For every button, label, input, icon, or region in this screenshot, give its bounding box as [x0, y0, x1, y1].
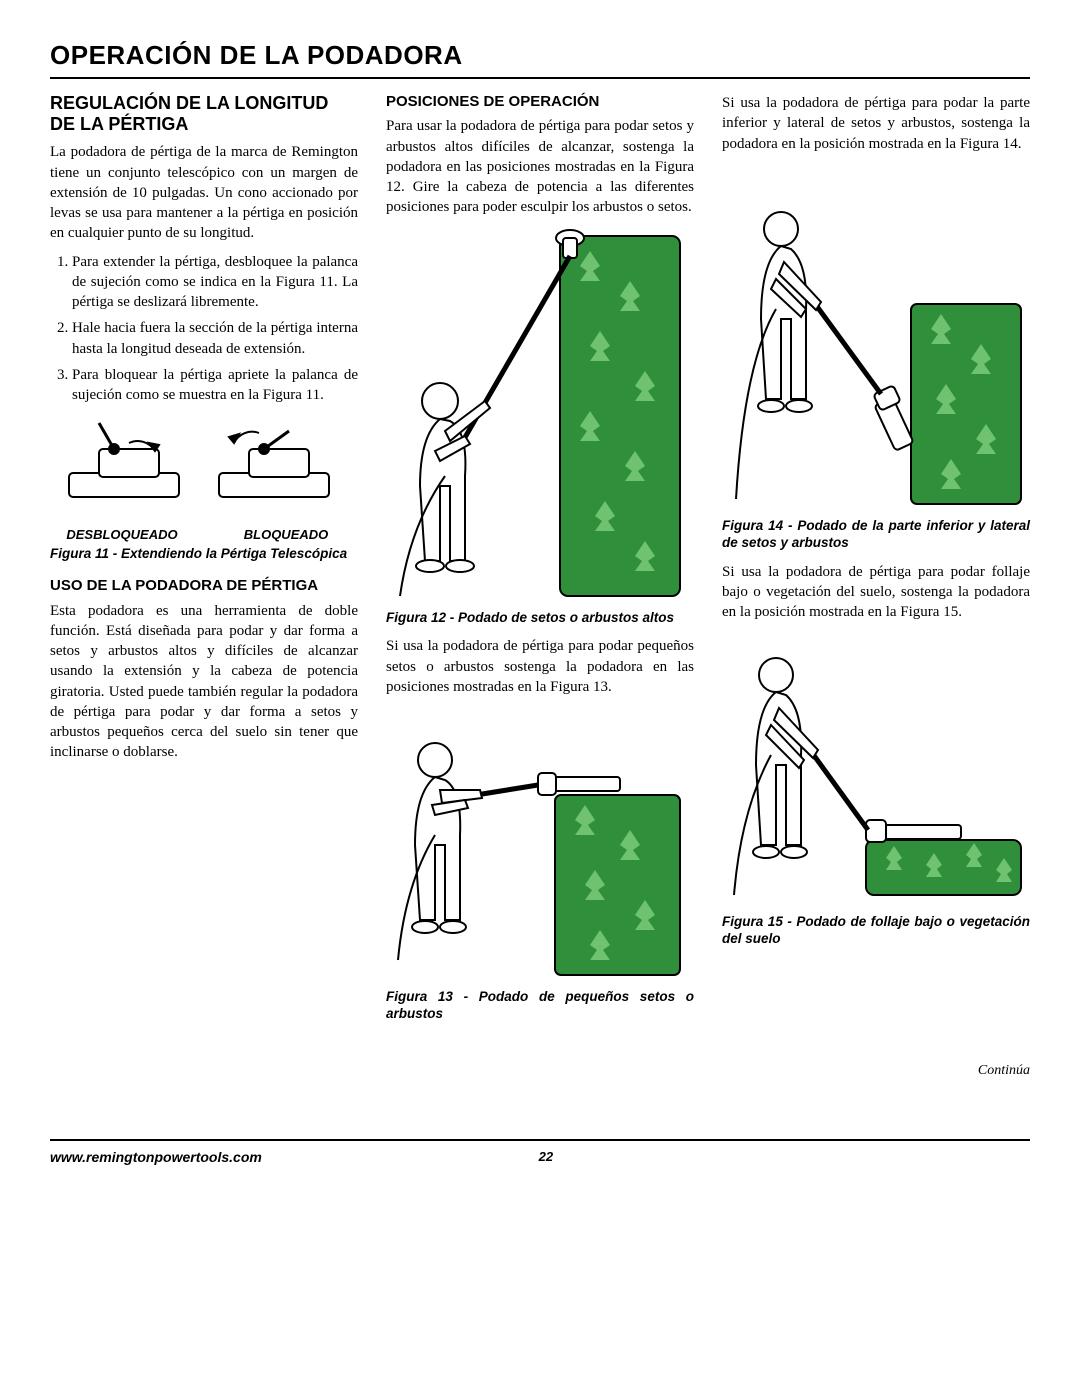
sec-regulacion-head: REGULACIÓN DE LA LONGITUD DE LA PÉRTIGA [50, 93, 358, 134]
caption-11: Figura 11 - Extendiendo la Pértiga Teles… [50, 546, 358, 563]
steps-list: Para extender la pértiga, desbloquee la … [50, 252, 358, 406]
column-2: POSICIONES DE OPERACIÓN Para usar la pod… [386, 93, 694, 1033]
step-3: Para bloquear la pértiga apriete la pala… [72, 365, 358, 406]
caption-14: Figura 14 - Podado de la parte inferior … [722, 518, 1030, 552]
para-fig15-intro: Si usa la podadora de pértiga para podar… [722, 562, 1030, 623]
column-3: Si usa la podadora de pértiga para podar… [722, 93, 1030, 1033]
page-footer: www.remingtonpowertools.com 22 [50, 1139, 1030, 1165]
figure-15 [722, 630, 1030, 910]
column-1: REGULACIÓN DE LA LONGITUD DE LA PÉRTIGA … [50, 93, 358, 1033]
figure-12 [386, 226, 694, 606]
label-desbloqueado: DESBLOQUEADO [50, 527, 194, 542]
fig11-labels: DESBLOQUEADO BLOQUEADO [50, 527, 358, 542]
figure-11 [50, 413, 358, 523]
continued-label: Continúa [50, 1063, 1030, 1079]
content-columns: REGULACIÓN DE LA LONGITUD DE LA PÉRTIGA … [50, 93, 1030, 1033]
footer-url: www.remingtonpowertools.com [50, 1149, 262, 1165]
label-bloqueado: BLOQUEADO [214, 527, 358, 542]
step-2: Hale hacia fuera la sección de la pértig… [72, 318, 358, 359]
caption-13: Figura 13 - Podado de pequeños setos o a… [386, 989, 694, 1023]
step-1: Para extender la pértiga, desbloquee la … [72, 252, 358, 313]
sub-uso-head: USO DE LA PODADORA DE PÉRTIGA [50, 577, 358, 594]
para-fig14-intro: Si usa la podadora de pértiga para podar… [722, 93, 1030, 154]
footer-page-number: 22 [539, 1149, 553, 1164]
figure-14 [722, 184, 1030, 514]
para-fig13-intro: Si usa la podadora de pértiga para podar… [386, 636, 694, 697]
para-regulacion-intro: La podadora de pértiga de la marca de Re… [50, 142, 358, 243]
para-uso: Esta podadora es una herramienta de dobl… [50, 601, 358, 763]
sub-posiciones-head: POSICIONES DE OPERACIÓN [386, 93, 694, 110]
caption-15: Figura 15 - Podado de follaje bajo o veg… [722, 914, 1030, 948]
caption-12: Figura 12 - Podado de setos o arbustos a… [386, 610, 694, 627]
para-posiciones: Para usar la podadora de pértiga para po… [386, 116, 694, 217]
page-title: OPERACIÓN DE LA PODADORA [50, 40, 1030, 79]
figure-13 [386, 705, 694, 985]
